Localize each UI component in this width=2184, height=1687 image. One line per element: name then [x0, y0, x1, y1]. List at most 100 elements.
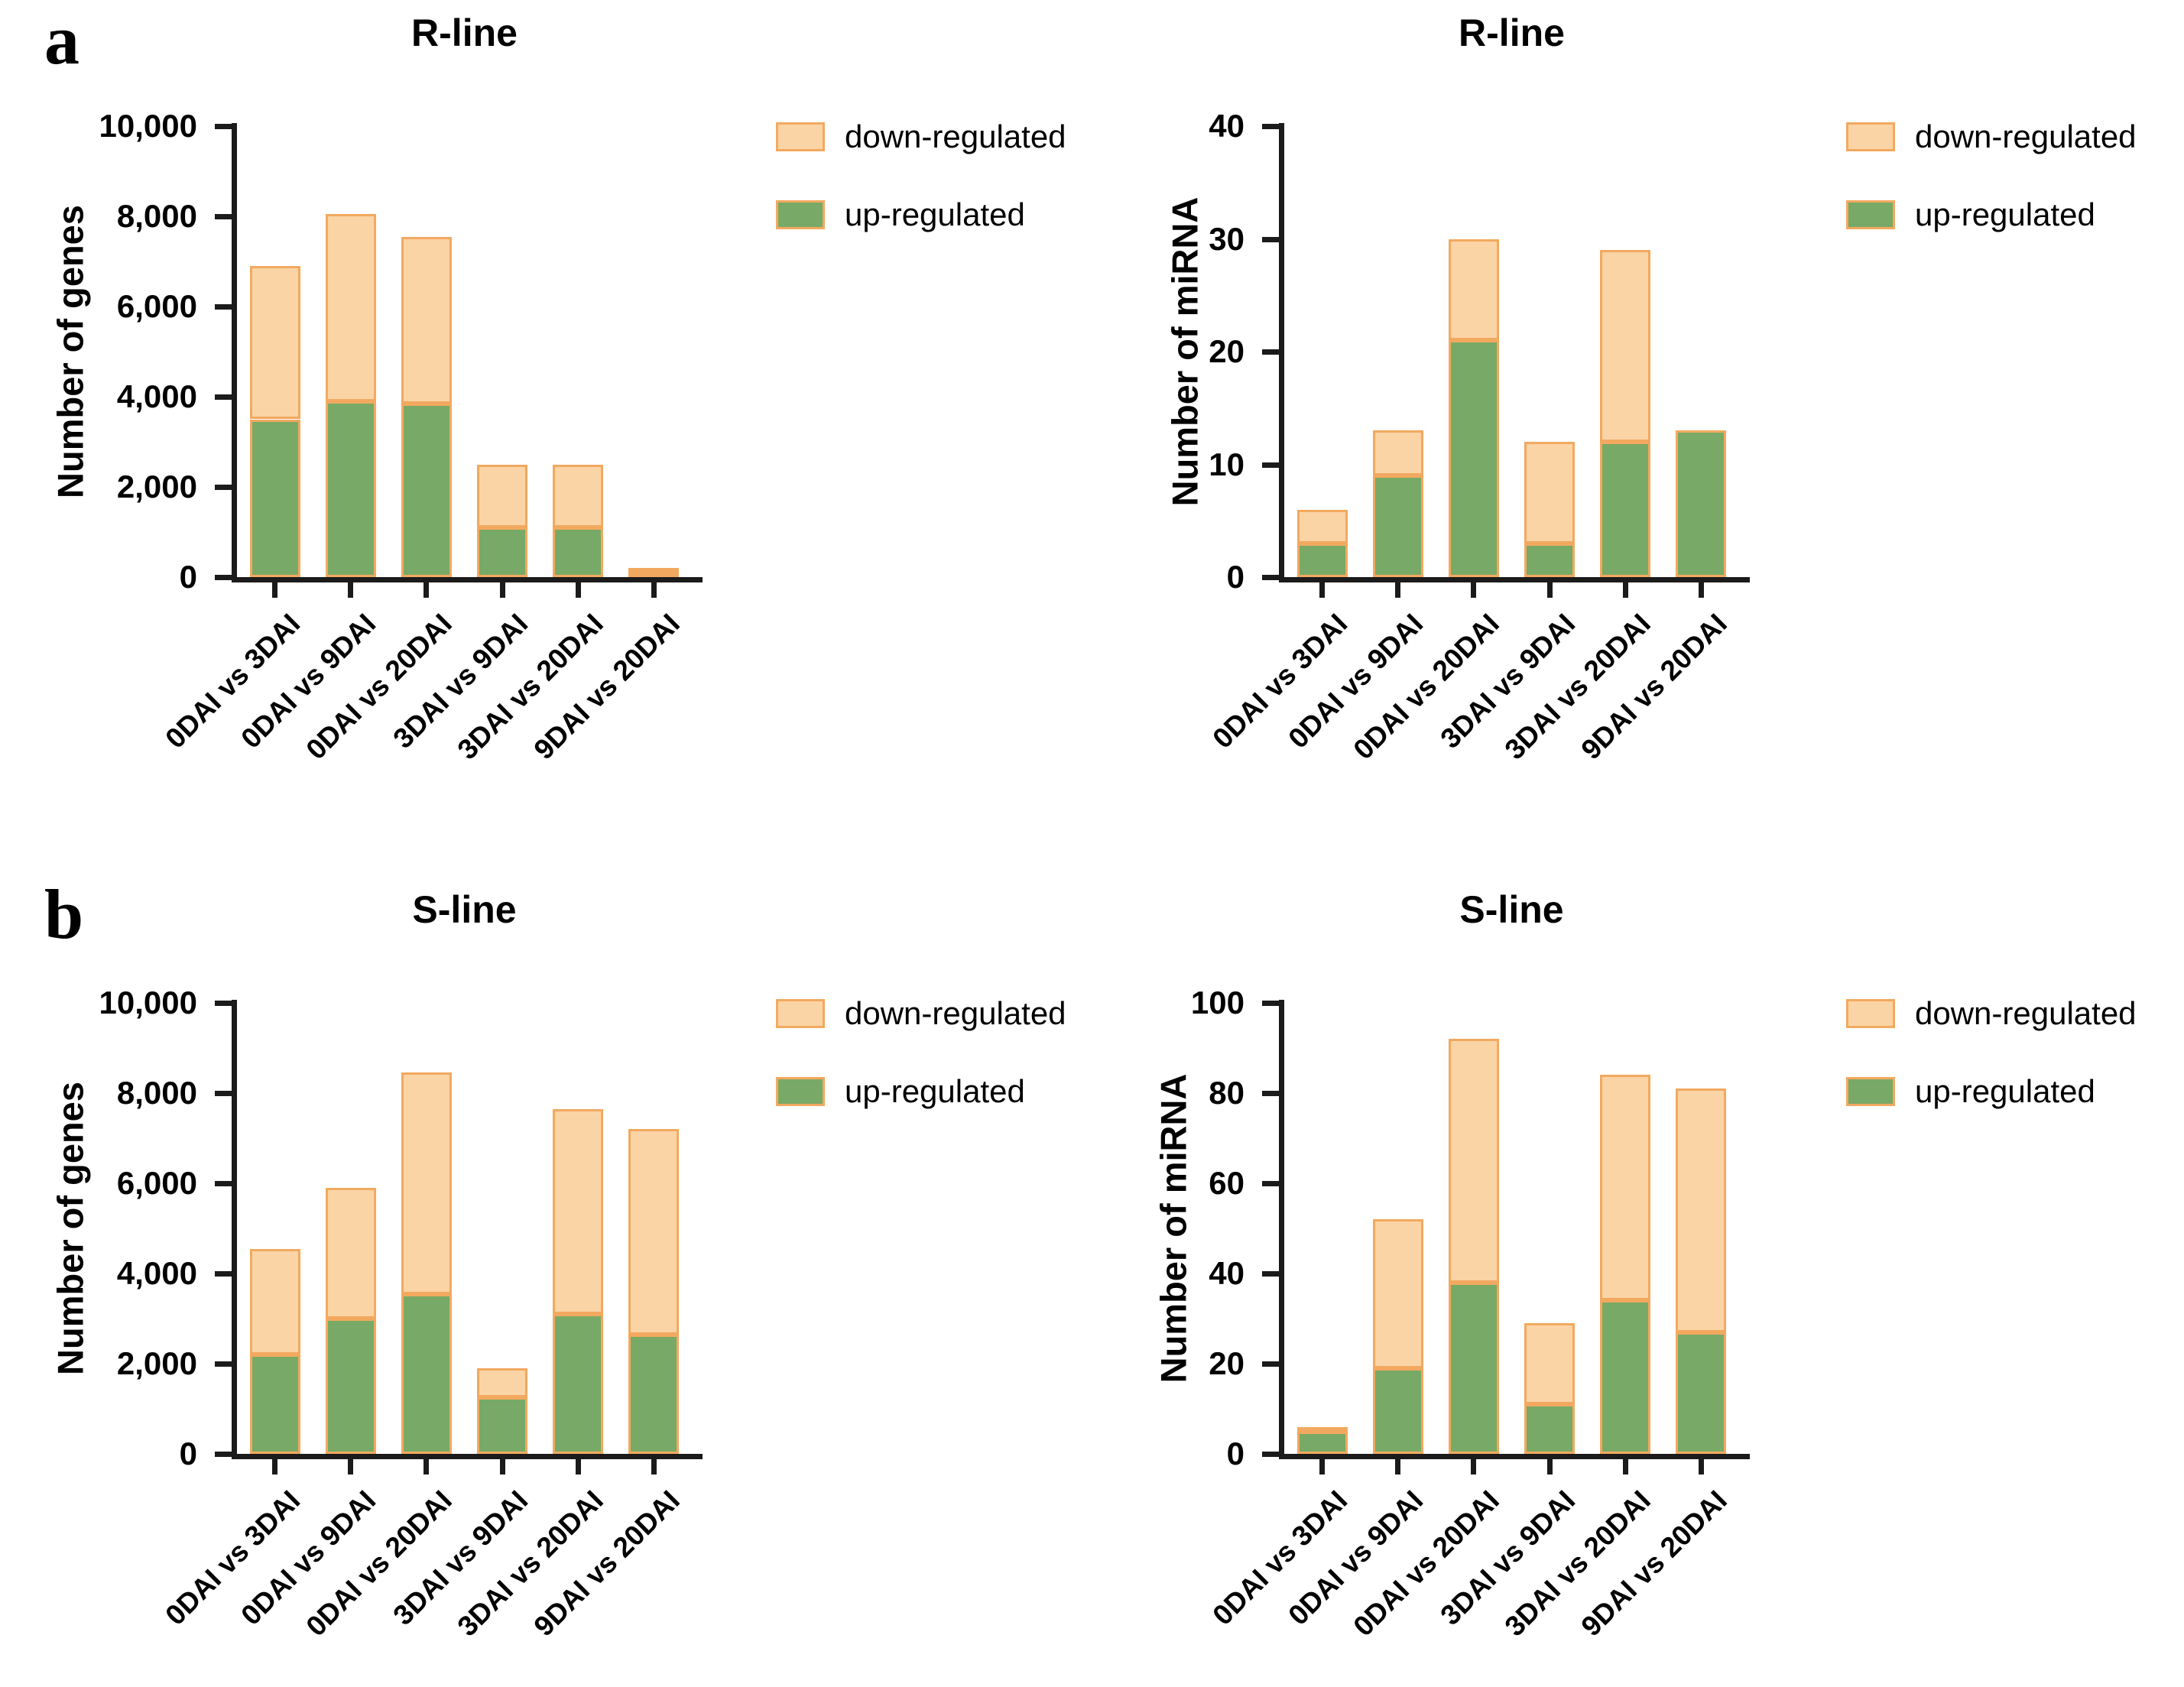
x-tick-mark — [575, 1459, 581, 1475]
y-tick-label: 2,000 — [116, 469, 197, 504]
x-tick-mark — [423, 1459, 430, 1475]
x-tick-label: 0DAI vs 9DAI — [235, 608, 382, 754]
bar-segment-down-regulated — [1600, 250, 1651, 442]
bar-segment-up-regulated — [1372, 1367, 1423, 1454]
y-axis — [1279, 1000, 1284, 1459]
y-tick-mark — [1262, 1091, 1279, 1096]
y-tick-label: 8,000 — [116, 1075, 197, 1111]
x-tick-label: 0DAI vs 9DAI — [235, 1484, 382, 1631]
x-tick-mark — [423, 582, 430, 598]
x-tick-mark — [1471, 1459, 1477, 1475]
bar-segment-down-regulated — [325, 214, 376, 401]
y-tick-mark — [1262, 1452, 1279, 1457]
legend-label-down-regulated: down-regulated — [845, 118, 1066, 154]
y-tick-mark — [215, 394, 232, 400]
y-tick-label: 60 — [1209, 1165, 1245, 1201]
bar-segment-down-regulated — [1600, 1075, 1651, 1301]
bar-segment-up-regulated — [1524, 543, 1576, 577]
bar-segment-down-regulated — [553, 1108, 604, 1315]
bar-segment-down-regulated — [1372, 1219, 1423, 1368]
bar-segment-down-regulated — [1676, 1088, 1727, 1332]
y-tick-mark — [215, 1361, 232, 1367]
legend-swatch-up-regulated — [776, 1077, 825, 1106]
y-axis-title: Number of genes — [50, 1082, 91, 1375]
bar-segment-down-regulated — [628, 1129, 680, 1335]
chart-s-line-mirna: S-line Number of miRNA 0 20 40 60 80 100 0DAI vs… — [1093, 877, 2184, 1687]
chart-title: R-line — [411, 11, 518, 54]
y-tick-mark — [215, 1271, 232, 1277]
legend: down-regulated up-regulated — [776, 998, 1066, 1153]
x-tick-label: 0DAI vs 9DAI — [1282, 608, 1429, 754]
bar-segment-up-regulated — [1448, 1282, 1499, 1454]
y-tick-mark — [215, 1001, 232, 1006]
x-axis — [232, 1454, 703, 1459]
y-tick-label: 40 — [1209, 1255, 1245, 1291]
y-tick-label: 20 — [1209, 1345, 1245, 1381]
y-tick-mark — [215, 214, 232, 219]
legend-item-up-regulated: up-regulated — [776, 1075, 1066, 1108]
y-tick-mark — [1262, 349, 1279, 355]
x-tick-mark — [1622, 582, 1628, 598]
legend-label-down-regulated: down-regulated — [1915, 118, 2137, 154]
bar-segment-up-regulated — [1296, 1431, 1348, 1454]
bar-segment-down-regulated — [1524, 1322, 1576, 1405]
x-tick-mark — [1319, 582, 1326, 598]
x-tick-mark — [651, 582, 657, 598]
y-tick-label: 10 — [1209, 446, 1245, 482]
y-tick-mark — [1262, 124, 1279, 129]
y-tick-label: 0 — [1226, 1436, 1245, 1471]
chart-r-line-genes: R-line Number of genes 0 2,000 4,000 6,000 8,0… — [0, 0, 1093, 810]
y-tick-label: 6,000 — [116, 1165, 197, 1201]
bar-segment-down-regulated — [553, 464, 604, 528]
chart-title: S-line — [1459, 888, 1564, 931]
x-tick-mark — [272, 582, 278, 598]
legend-swatch-up-regulated — [1846, 200, 1895, 229]
y-tick-label: 2,000 — [116, 1345, 197, 1381]
bar-segment-up-regulated — [1676, 1332, 1727, 1454]
bar-segment-down-regulated — [401, 1072, 452, 1294]
x-tick-mark — [272, 1459, 278, 1475]
y-tick-mark — [1262, 1001, 1279, 1006]
bar-segment-up-regulated — [1296, 543, 1348, 577]
y-axis — [1279, 123, 1284, 582]
y-tick-mark — [1262, 575, 1279, 580]
legend-label-up-regulated: up-regulated — [845, 196, 1025, 232]
bar-segment-up-regulated — [477, 1397, 528, 1454]
bar-segment-down-regulated — [1372, 430, 1423, 476]
y-tick-mark — [215, 575, 232, 580]
y-tick-mark — [1262, 236, 1279, 242]
bar-segment-down-regulated — [325, 1187, 376, 1319]
bar-segment-up-regulated — [1600, 1300, 1651, 1454]
y-tick-mark — [215, 124, 232, 129]
y-tick-mark — [215, 1452, 232, 1457]
legend-label-up-regulated: up-regulated — [845, 1073, 1025, 1109]
x-axis — [232, 577, 703, 582]
legend-item-down-regulated: down-regulated — [776, 121, 1066, 153]
bar-segment-up-regulated — [401, 1293, 452, 1454]
bar-segment-down-regulated — [1296, 1426, 1348, 1432]
bar-segment-down-regulated — [1296, 509, 1348, 543]
bar-segment-up-regulated — [1676, 430, 1727, 577]
y-tick-label: 0 — [179, 1436, 197, 1471]
bar-segment-up-regulated — [1524, 1404, 1576, 1454]
bar-segment-up-regulated — [1448, 340, 1499, 577]
x-tick-mark — [1319, 1459, 1326, 1475]
x-axis — [1279, 1454, 1750, 1459]
bar-segment-up-regulated — [1600, 442, 1651, 577]
bar-segment-up-regulated — [628, 573, 680, 578]
panel-label-b: b — [44, 875, 84, 953]
legend: down-regulated up-regulated — [1846, 998, 2137, 1153]
x-tick-mark — [1546, 1459, 1553, 1475]
bar-segment-up-regulated — [628, 1334, 680, 1454]
y-tick-mark — [215, 485, 232, 490]
x-tick-mark — [575, 582, 581, 598]
bar-segment-down-regulated — [249, 1248, 300, 1355]
y-tick-mark — [1262, 1181, 1279, 1186]
legend-swatch-down-regulated — [1846, 122, 1895, 151]
chart-title: S-line — [412, 888, 517, 931]
y-axis — [232, 1000, 237, 1459]
bar-segment-up-regulated — [249, 1354, 300, 1454]
y-tick-mark — [215, 1091, 232, 1096]
y-tick-mark — [1262, 1361, 1279, 1367]
bar-segment-up-regulated — [553, 1314, 604, 1454]
